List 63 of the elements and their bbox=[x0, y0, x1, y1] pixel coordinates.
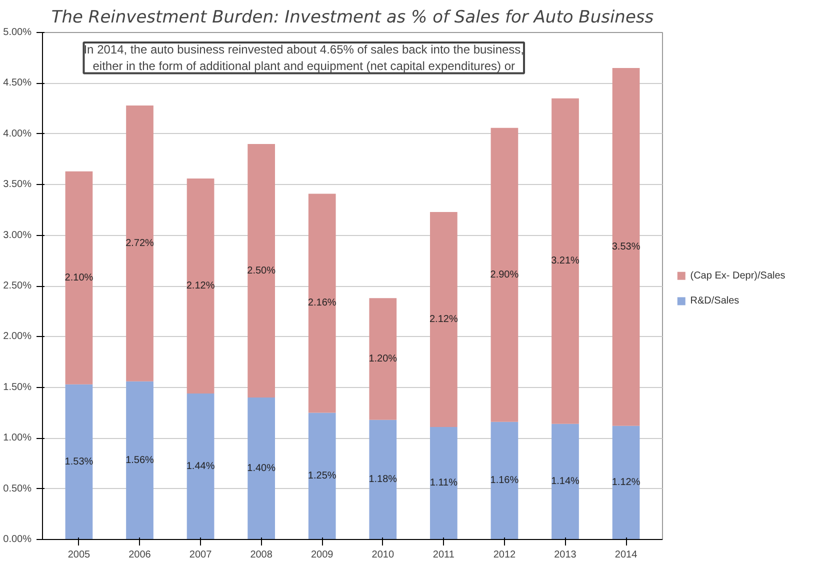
data-label: 3.53% bbox=[612, 241, 640, 252]
x-tick-label: 2012 bbox=[493, 550, 516, 560]
y-tick-label: 4.00% bbox=[3, 128, 32, 140]
bar bbox=[369, 298, 397, 420]
bar bbox=[248, 144, 275, 398]
data-label: 1.18% bbox=[368, 474, 398, 486]
x-tick-label: 2009 bbox=[310, 550, 334, 560]
legend-label: (Cap Ex- Depr)/Sales bbox=[690, 270, 786, 282]
x-tick-label: 2013 bbox=[554, 550, 577, 560]
bar bbox=[612, 68, 640, 426]
y-tick-label: 4.50% bbox=[3, 78, 32, 89]
y-tick-label: 2.00% bbox=[3, 331, 32, 342]
y-tick-label: 3.00% bbox=[3, 230, 32, 241]
bar bbox=[490, 422, 518, 540]
y-tick-label: 0.50% bbox=[3, 483, 32, 494]
data-label: 1.14% bbox=[551, 476, 580, 488]
bar bbox=[65, 171, 93, 384]
bar bbox=[552, 98, 579, 424]
bar bbox=[369, 420, 397, 540]
bar bbox=[490, 128, 518, 422]
y-tick-label: 3.50% bbox=[3, 179, 32, 190]
y-tick-label: 1.00% bbox=[3, 432, 32, 444]
bar bbox=[430, 212, 458, 427]
legend-label: R&D/Sales bbox=[690, 296, 740, 307]
data-label: 1.53% bbox=[64, 456, 94, 468]
data-label: 2.16% bbox=[308, 298, 336, 309]
x-tick-label: 2008 bbox=[250, 550, 273, 560]
x-tick-label: 2011 bbox=[432, 550, 455, 560]
bar bbox=[552, 424, 579, 540]
bar bbox=[65, 384, 93, 540]
bar bbox=[430, 426, 458, 540]
data-label: 1.44% bbox=[186, 460, 215, 472]
bar bbox=[186, 393, 214, 540]
data-label: 1.12% bbox=[612, 477, 640, 488]
bar bbox=[126, 106, 154, 382]
data-label: 1.56% bbox=[126, 454, 154, 466]
bar bbox=[612, 426, 640, 540]
data-label: 1.20% bbox=[368, 354, 398, 365]
data-label: 1.25% bbox=[308, 470, 336, 482]
data-label: 2.10% bbox=[64, 272, 94, 284]
y-tick-label: 0.00% bbox=[3, 534, 32, 545]
y-tick-label: 1.50% bbox=[3, 382, 32, 393]
data-label: 1.11% bbox=[430, 478, 458, 489]
data-label: 2.90% bbox=[490, 269, 519, 280]
x-tick-label: 2007 bbox=[189, 550, 212, 560]
x-tick-label: 2014 bbox=[614, 550, 638, 560]
x-tick-label: 2006 bbox=[128, 550, 152, 560]
y-tick-label: 5.00% bbox=[3, 27, 32, 38]
bar bbox=[308, 194, 336, 413]
bar bbox=[186, 178, 214, 394]
data-label: 2.12% bbox=[430, 314, 458, 325]
data-label: 2.72% bbox=[126, 238, 154, 249]
annotation: In 2014, the auto business reinvested about 4.65% of sales back into the business, either in the form of additional plant and equipment (net capital expenditures) or bbox=[84, 42, 524, 74]
bar bbox=[248, 398, 275, 540]
x-tick-label: 2005 bbox=[68, 550, 91, 560]
y-tick-label: 2.50% bbox=[3, 280, 32, 292]
bar bbox=[126, 381, 154, 540]
bar bbox=[308, 412, 336, 540]
x-tick-label: 2010 bbox=[372, 550, 394, 560]
chart-title: The Reinvestment Burden: Investment as % of Sales for Auto Business bbox=[51, 8, 654, 28]
data-label: 2.12% bbox=[186, 280, 215, 292]
data-label: 3.21% bbox=[551, 256, 580, 267]
data-label: 1.16% bbox=[490, 475, 519, 486]
